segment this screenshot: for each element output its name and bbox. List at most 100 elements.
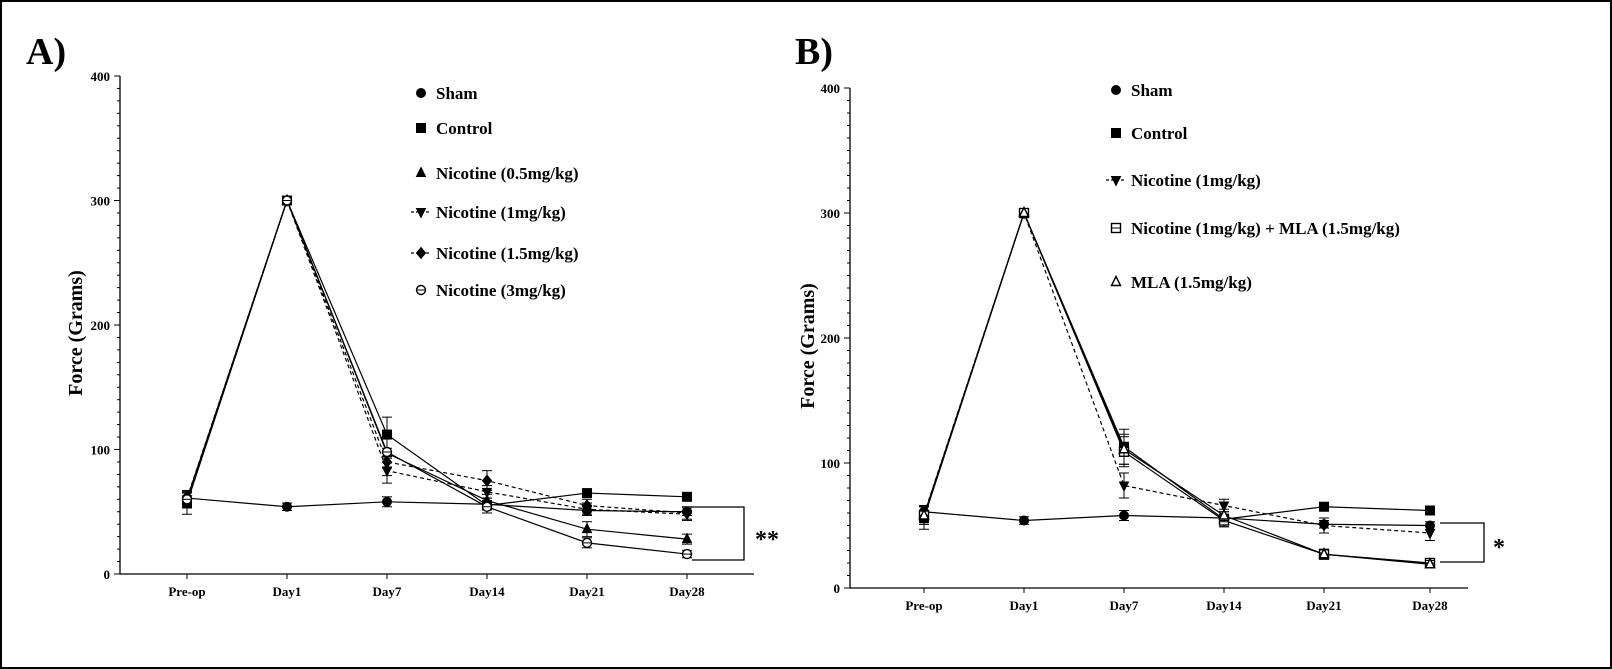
- data-point: [1218, 508, 1230, 520]
- data-point: [1118, 442, 1130, 454]
- data-point: [1218, 501, 1230, 513]
- series-circle: [182, 492, 692, 517]
- legend-entry: Sham: [1111, 81, 1173, 100]
- y-tick-label: 0: [104, 567, 111, 582]
- series-line: [923, 211, 1431, 520]
- series-line: [186, 497, 688, 513]
- series-triangle-down: [918, 209, 1436, 541]
- legend-label: Nicotine (1mg/kg): [436, 203, 566, 222]
- x-tick-label: Pre-op: [168, 584, 205, 599]
- data-point: [1424, 557, 1436, 569]
- data-point: [581, 499, 593, 512]
- x-tick-label: Day1: [1010, 598, 1039, 613]
- y-tick-label: 400: [821, 81, 841, 96]
- series-circle-open: [181, 195, 693, 560]
- data-point: [1118, 481, 1130, 493]
- series-circle: [919, 505, 1435, 531]
- x-tick-label: Pre-op: [905, 598, 942, 613]
- data-point: [682, 491, 692, 502]
- legend-entry: Nicotine (0.5mg/kg): [415, 164, 579, 183]
- data-point: [1318, 521, 1330, 533]
- series-line: [923, 211, 1431, 565]
- legend-label: Nicotine (1.5mg/kg): [436, 244, 579, 263]
- legend-label: Control: [436, 119, 493, 138]
- legend-entry: Sham: [416, 84, 478, 103]
- legend-marker: [1110, 176, 1122, 187]
- series-square: [919, 208, 1435, 530]
- x-tick-label: Day14: [469, 584, 505, 599]
- data-point: [918, 508, 930, 520]
- legend-entry: Control: [416, 119, 493, 138]
- y-axis-title: Force (Grams): [797, 283, 819, 409]
- x-tick-label: Day21: [1306, 598, 1341, 613]
- panel-a: A) 0 100 200 300 400 Force (Grams) Pre-op Day1 Da…: [26, 31, 779, 599]
- legend-entry: Nicotine (1mg/kg): [411, 203, 566, 222]
- legend-marker: [1110, 274, 1122, 287]
- data-point: [282, 501, 292, 512]
- legend-entry: Nicotine (1mg/kg) + MLA (1.5mg/kg): [1110, 219, 1400, 238]
- series-square-open: [918, 207, 1436, 569]
- x-tick-label: Day7: [373, 584, 402, 599]
- significance-bracket: [692, 506, 745, 561]
- panel-b: B) 0 100 200 300 400 Force (Grams) Pre-op Day1 Da…: [795, 31, 1505, 613]
- panel-label: A): [26, 31, 66, 73]
- y-tick-label: 400: [91, 69, 111, 84]
- legend-marker: [416, 123, 426, 133]
- legend-label: MLA (1.5mg/kg): [1131, 273, 1252, 292]
- legend-marker: [1111, 128, 1121, 138]
- legend-marker: [415, 208, 427, 219]
- legend-label: Nicotine (1mg/kg): [1131, 171, 1261, 190]
- legend-label: Sham: [436, 84, 478, 103]
- series-line: [186, 198, 688, 555]
- legend-entry: Nicotine (1mg/kg): [1106, 171, 1261, 190]
- y-tick-label: 300: [821, 206, 841, 221]
- legend-entry: Nicotine (3mg/kg): [415, 281, 566, 300]
- y-axis-title: Force (Grams): [65, 270, 87, 396]
- series-triangle-open: [918, 205, 1436, 569]
- data-point: [581, 522, 593, 534]
- x-tick-label: Day1: [273, 584, 302, 599]
- significance-marker: **: [755, 527, 779, 553]
- x-tick-label: Day21: [569, 584, 604, 599]
- x-tick-label: Day28: [669, 584, 705, 599]
- legend-entry: Nicotine (1.5mg/kg): [411, 244, 579, 263]
- y-tick-label: 200: [821, 331, 841, 346]
- data-point: [1425, 505, 1435, 516]
- series-line: [923, 211, 1431, 534]
- y-tick-label: 200: [91, 318, 111, 333]
- data-point: [382, 496, 392, 507]
- y-tick-label: 300: [91, 194, 111, 209]
- data-point: [1018, 205, 1030, 218]
- legend-marker: [415, 166, 427, 177]
- data-point: [582, 488, 592, 499]
- data-point: [481, 474, 493, 487]
- data-point: [681, 506, 693, 520]
- legend-marker: [415, 246, 427, 260]
- significance-marker: *: [1493, 535, 1505, 561]
- legend-marker: [416, 88, 426, 98]
- legend-label: Nicotine (3mg/kg): [436, 281, 566, 300]
- y-tick-label: 100: [91, 443, 111, 458]
- y-tick-label: 100: [821, 456, 841, 471]
- x-tick-label: Day28: [1412, 598, 1448, 613]
- x-tick-label: Day14: [1206, 598, 1242, 613]
- legend-entry: Control: [1111, 124, 1188, 143]
- x-tick-label: Day7: [1110, 598, 1139, 613]
- panel-label: B): [795, 31, 833, 73]
- series-line: [923, 211, 1431, 564]
- data-point: [1318, 547, 1330, 559]
- legend-label: Nicotine (1mg/kg) + MLA (1.5mg/kg): [1131, 219, 1400, 238]
- legend-entry: MLA (1.5mg/kg): [1110, 273, 1252, 292]
- legend-marker: [1111, 85, 1121, 95]
- data-point: [1019, 515, 1029, 526]
- series-line: [923, 511, 1431, 527]
- data-point: [1319, 501, 1329, 512]
- legend-label: Control: [1131, 124, 1188, 143]
- data-point: [681, 532, 693, 544]
- data-point: [1424, 529, 1436, 540]
- significance-bracket: [1440, 522, 1485, 563]
- data-point: [1119, 510, 1129, 521]
- y-tick-label: 0: [834, 581, 841, 596]
